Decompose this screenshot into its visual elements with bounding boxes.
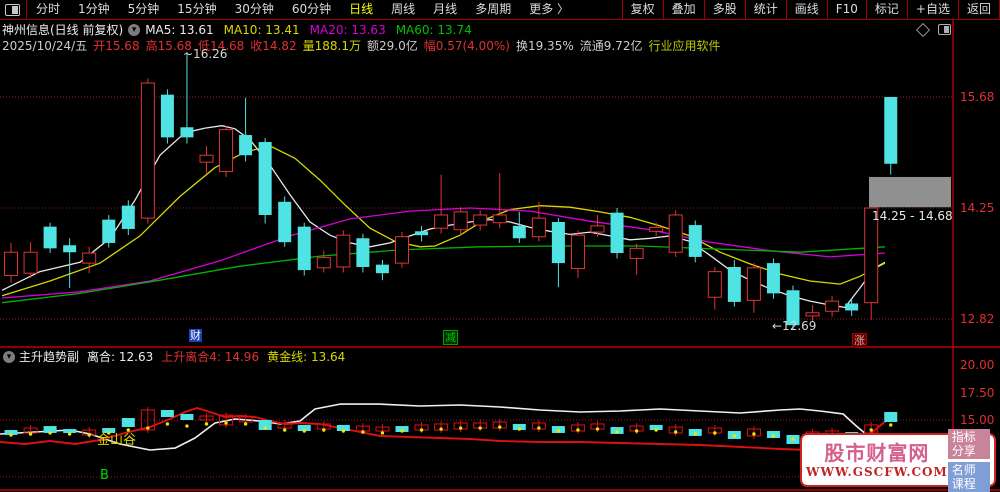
sub-axis-label-0: 20.00 [960, 358, 995, 372]
toolbar-buttons: 复权 叠加 多股 统计 画线 F10 标记 +自选 返回 [621, 0, 1000, 20]
menu-item-10[interactable]: 更多 〉 [529, 2, 570, 16]
watermark-url: WWW.GSCFW.COM [806, 464, 948, 479]
detail-item-1: 开15.68 [93, 39, 140, 53]
watermark-title: 股市财富网 [824, 440, 930, 465]
detail-item-9: 流通9.72亿 [579, 39, 643, 53]
menu-item-4[interactable]: 30分钟 [234, 2, 274, 16]
price-annotation-0: ~16.26 [183, 47, 228, 61]
period-menu: 分时 1分钟 5分钟 15分钟 30分钟 60分钟 日线 周线 月线 多周期 更多 〉 [27, 0, 578, 19]
indicator-shang-lihe: 上升离合4: 14.96 [161, 350, 260, 364]
menu-item-5[interactable]: 60分钟 [291, 2, 332, 16]
main-axis-label-1: 14.25 [960, 201, 995, 215]
detail-item-6: 额29.0亿 [367, 39, 418, 53]
watermark-badge-1: 指标分享 [947, 428, 990, 459]
indicator-goldline: 黄金线: 13.64 [267, 350, 346, 364]
toolbar-button-5[interactable]: F10 [826, 0, 866, 20]
detail-item-7: 幅0.57(4.00%) [423, 39, 510, 53]
indicator-header: ▾ 主升趋势副 离合: 12.63 上升离合4: 14.96 黄金线: 13.6… [3, 348, 353, 365]
menu-item-2[interactable]: 5分钟 [127, 2, 160, 16]
toolbar-button-1[interactable]: 叠加 [662, 0, 704, 20]
toolbar-button-4[interactable]: 画线 [785, 0, 827, 20]
stock-title: 神州信息(日线 前复权) [2, 23, 124, 37]
window-layout-icon[interactable] [5, 3, 20, 16]
stock-info-row: 神州信息(日线 前复权) ▾ MA5: 13.61 MA10: 13.41 MA20… [2, 22, 482, 38]
main-axis-label-2: 12.82 [960, 311, 995, 326]
toolbar-button-7[interactable]: +自选 [906, 0, 958, 20]
toolbar-button-6[interactable]: 标记 [865, 0, 907, 20]
signal-marker-blue: 财 [189, 329, 202, 342]
indicator-name: 主升趋势副 [19, 350, 80, 364]
menu-separator [26, 0, 27, 20]
watermark: 股市财富网 WWW.GSCFW.COM 指标分享 名师课程 [800, 428, 996, 492]
indicator-lihe: 离合: 12.63 [87, 350, 154, 364]
price-annotation-1: ←12.69 [772, 319, 817, 333]
main-axis-label-0: 15.68 [960, 90, 995, 104]
sub-axis-label-2: 15.00 [960, 413, 995, 427]
gap-range-label: 14.25 - 14.68 [872, 209, 953, 223]
ma-values: MA5: 13.61 MA10: 13.41 MA20: 13.63 MA60: 13… [145, 23, 482, 37]
detail-item-5: 量188.1万 [302, 39, 362, 53]
watermark-brand: 股市财富网 WWW.GSCFW.COM [806, 440, 948, 479]
indicator-signal-label-1: B [100, 468, 109, 483]
detail-item-8: 换19.35% [515, 39, 574, 53]
toolbar-button-3[interactable]: 统计 [744, 0, 786, 20]
signal-marker-red: 涨 [852, 333, 867, 348]
panel-layout-icon[interactable] [938, 24, 951, 35]
watermark-badges: 指标分享 名师课程 [947, 428, 990, 492]
top-menubar: 分时 1分钟 5分钟 15分钟 30分钟 60分钟 日线 周线 月线 多周期 更多 〉 复权 叠加 多股… [0, 0, 1000, 20]
watermark-badge-2: 名师课程 [947, 461, 990, 492]
sub-axis-label-1: 17.50 [960, 385, 995, 400]
ma-label-1: MA10: 13.41 [223, 22, 300, 37]
menu-item-1[interactable]: 1分钟 [78, 2, 110, 16]
ohlc-detail-row: 2025/10/24/五 开15.68 高15.68 低14.68 收14.82 量188… [2, 38, 726, 53]
toolbar-button-2[interactable]: 多股 [703, 0, 745, 20]
menu-item-7[interactable]: 周线 [391, 2, 416, 16]
detail-item-10: 行业应用软件 [648, 39, 721, 53]
menu-item-8[interactable]: 月线 [433, 2, 458, 16]
detail-item-3: 低14.68 [197, 39, 245, 53]
detail-item-0: 2025/10/24/五 [2, 39, 88, 53]
indicator-signal-label-0: 金山谷 [97, 433, 137, 448]
ma-label-0: MA5: 13.61 [145, 22, 214, 37]
detail-item-2: 高15.68 [145, 39, 192, 53]
detail-item-4: 收14.82 [250, 39, 297, 53]
row-icons [915, 22, 951, 37]
menu-item-0[interactable]: 分时 [36, 2, 61, 16]
toolbar-button-0[interactable]: 复权 [621, 0, 663, 20]
indicator-chevron-icon[interactable]: ▾ [3, 350, 15, 363]
menu-item-3[interactable]: 15分钟 [177, 2, 217, 16]
toolbar-button-8[interactable]: 返回 [957, 0, 1000, 20]
menu-item-9[interactable]: 多周期 [475, 2, 512, 16]
signal-marker-green: 减 [443, 330, 458, 345]
ma-label-2: MA20: 13.63 [309, 22, 386, 37]
menu-item-6[interactable]: 日线 [349, 2, 374, 16]
chevron-down-icon[interactable]: ▾ [128, 23, 141, 36]
ma-label-3: MA60: 13.74 [395, 22, 472, 37]
